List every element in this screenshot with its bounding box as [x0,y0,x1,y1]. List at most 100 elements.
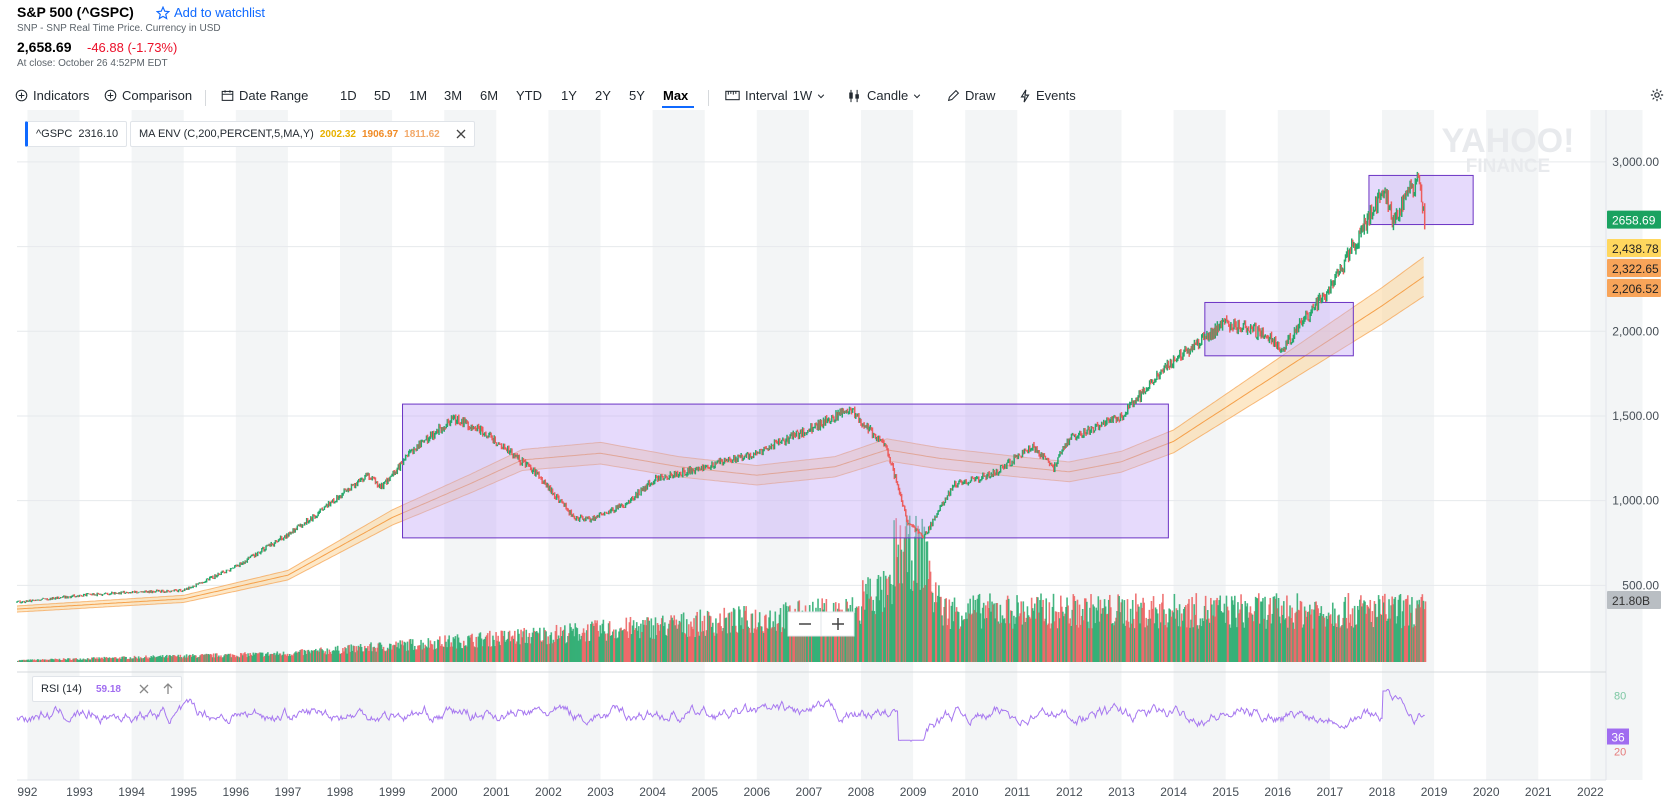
volume-bar [382,646,385,662]
volume-bar [1045,598,1048,662]
volume-bar [412,649,415,662]
volume-bar [872,599,875,662]
volume-bar [1023,611,1026,662]
volume-bar [729,632,732,662]
rsi-tick-80: 80 [1614,691,1626,703]
volume-bar [570,627,572,662]
ma-env-legend[interactable]: MA ENV (C,200,PERCENT,5,MA,Y) 2002.32 19… [130,121,475,147]
volume-bar [1322,614,1325,662]
volume-bar [818,625,820,662]
volume-bar [1036,596,1038,662]
volume-bar [748,627,751,662]
range-1d[interactable]: 1D [340,88,357,103]
volume-bar [1300,601,1303,662]
volume-bar [289,655,292,662]
volume-bar [644,620,646,662]
date-range-button[interactable]: Date Range [221,88,308,103]
volume-bar [1296,593,1299,662]
volume-bar [868,598,870,662]
volume-bar [682,612,685,662]
volume-bar [1342,617,1344,662]
volume-bar [349,651,351,662]
ma-lower-line [16,295,1424,613]
volume-bar [60,660,63,662]
volume-bar [939,596,941,662]
volume-bar [716,633,718,662]
volume-bar [449,646,452,662]
highlight-boxes[interactable] [402,174,1474,539]
volume-bar [927,579,930,662]
volume-bar [403,641,406,662]
range-5d[interactable]: 5D [374,88,391,103]
close-icon[interactable] [139,684,149,694]
volume-bar [1090,594,1092,662]
range-max[interactable]: Max [663,88,689,103]
settings-button[interactable] [1650,88,1664,102]
volume-bar [1337,615,1339,662]
x-tick-label: 1995 [170,785,197,799]
draw-button[interactable]: Draw [947,88,995,103]
volume-bar [262,656,265,662]
chart-type-button[interactable]: Candle [847,88,921,103]
volume-bar [1372,627,1375,662]
range-ytd[interactable]: YTD [516,88,542,103]
volume-bar [843,617,845,662]
indicators-button[interactable]: Indicators [15,88,89,103]
volume-bar [915,515,917,662]
symbol-legend[interactable]: ^GSPC 2316.10 [25,121,128,147]
volume-bar [577,640,580,662]
highlight-box[interactable] [402,403,1169,539]
volume-bar [319,648,321,662]
volume-bar [909,589,912,662]
interval-button[interactable]: Interval 1W [725,88,825,103]
watchlist-label: Add to watchlist [174,5,266,20]
volume-bar [1206,610,1209,662]
volume-bar [990,611,992,662]
events-button[interactable]: Events [1019,88,1076,103]
range-2y[interactable]: 2Y [595,88,611,103]
volume-bar [1147,618,1150,662]
volume-bar [336,645,339,662]
arrow-up-icon[interactable] [163,683,173,695]
volume-bar [1163,609,1165,662]
volume-bar [1313,609,1315,662]
ma-middle-line [16,276,1424,610]
volume-bar [1093,606,1095,662]
volume-bar [1158,604,1161,662]
comparison-button[interactable]: Comparison [104,88,192,103]
volume-bar [48,659,50,662]
volume-bar [967,603,969,662]
volume-bar [734,625,737,662]
volume-bar [120,659,122,662]
volume-bar [887,594,889,662]
volume-bar [745,606,747,662]
volume-bar [864,609,866,662]
ma-upper-value: 2002.32 [319,128,356,140]
price-chart[interactable]: YAHOO! FINANCE 3,000.002,500.002,000.001… [0,110,1668,803]
rsi-label: RSI (14) [41,683,82,695]
volume-bar [426,647,429,662]
rsi-legend[interactable]: RSI (14) 59.18 [32,676,182,702]
volume-bar [1229,627,1232,662]
range-3m[interactable]: 3M [444,88,463,103]
year-bands [17,110,1643,781]
volume-bar [136,658,139,662]
volume-bar [422,642,424,662]
add-to-watchlist-link[interactable]: Add to watchlist [156,5,265,20]
volume-bar [1307,611,1310,662]
volume-bar [231,654,234,662]
volume-bar [1411,597,1413,662]
volume-bar [618,631,620,662]
range-5y[interactable]: 5Y [629,88,645,103]
volume-bar [413,645,416,662]
close-icon[interactable] [456,129,466,139]
range-1y[interactable]: 1Y [561,88,577,103]
volume-bar [576,628,579,662]
volume-bar [1268,604,1271,662]
range-1m[interactable]: 1M [409,88,428,103]
range-6m[interactable]: 6M [480,88,499,103]
zoom-in-button[interactable] [832,618,844,630]
volume-bar [549,635,552,662]
volume-bar [1330,623,1333,662]
volume-bar [1303,606,1306,662]
